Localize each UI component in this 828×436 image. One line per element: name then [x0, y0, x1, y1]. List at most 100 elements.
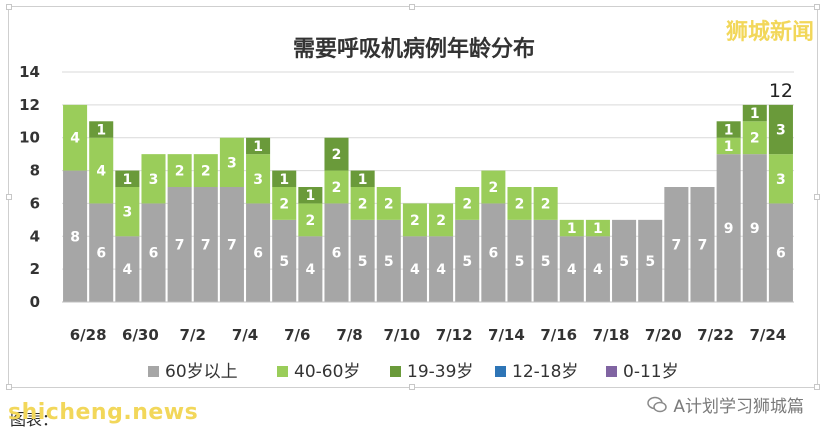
- bar-segment: [559, 236, 584, 302]
- y-tick-label: 10: [19, 129, 40, 147]
- y-tick-label: 0: [30, 293, 40, 311]
- y-tick-label: 2: [30, 260, 40, 278]
- bar-segment: [402, 203, 427, 237]
- resize-handle[interactable]: [409, 4, 415, 10]
- data-label: 7: [698, 238, 708, 254]
- bar-segment: [533, 219, 558, 302]
- source-caption: 图表：: [10, 410, 59, 429]
- wechat-icon: [647, 396, 668, 412]
- data-label: 9: [750, 221, 760, 237]
- data-label: 1: [358, 172, 368, 188]
- bar-segment: [324, 137, 349, 171]
- data-label: 7: [671, 238, 681, 254]
- bar-segment: [89, 121, 114, 138]
- resize-handle[interactable]: [6, 4, 12, 10]
- bar-segment: [193, 154, 218, 187]
- data-label: 2: [305, 213, 315, 229]
- bar-segment: [167, 187, 192, 302]
- x-tick-label: 7/22: [697, 326, 734, 344]
- x-tick-label: 7/24: [749, 326, 786, 344]
- data-label: 5: [384, 254, 394, 270]
- bar-segment: [115, 187, 140, 237]
- bar-segment: [638, 219, 663, 302]
- data-label: 6: [332, 246, 342, 262]
- legend-swatch: [148, 366, 159, 377]
- bar-segment: [716, 121, 741, 138]
- data-label: 1: [305, 188, 315, 204]
- bar-segment: [272, 187, 297, 220]
- brand-watermark: shicheng.news: [8, 400, 199, 425]
- legend-label: 0-11岁: [623, 362, 679, 382]
- legend-swatch: [606, 366, 617, 377]
- bar-segment: [507, 187, 532, 220]
- bar-segment: [219, 187, 244, 302]
- legend-label: 19-39岁: [407, 362, 473, 382]
- data-label: 3: [776, 172, 786, 188]
- data-label: 4: [96, 164, 106, 180]
- bar-segment: [246, 154, 271, 204]
- bar-segment: [298, 187, 323, 204]
- bar-segment: [376, 187, 401, 220]
- data-label: 2: [515, 196, 525, 212]
- wechat-attribution: A计划学习狮城篇: [647, 392, 804, 417]
- bar-segment: [481, 203, 506, 302]
- bar-segment: [193, 187, 218, 302]
- data-label: 4: [70, 131, 80, 147]
- data-label: 2: [384, 196, 394, 212]
- data-label: 1: [279, 172, 289, 188]
- bar-segment: [63, 104, 88, 171]
- data-label: 1: [724, 139, 734, 155]
- x-tick-label: 7/8: [336, 326, 362, 344]
- data-label: 2: [488, 180, 498, 196]
- y-tick-label: 4: [30, 227, 40, 245]
- data-label: 2: [201, 164, 211, 180]
- y-tick-label: 12: [19, 96, 40, 114]
- bar-segment: [664, 187, 689, 302]
- y-tick-label: 8: [30, 162, 40, 180]
- data-label: 3: [776, 123, 786, 139]
- x-tick-label: 7/18: [593, 326, 630, 344]
- data-label: 4: [593, 262, 603, 278]
- resize-handle[interactable]: [409, 384, 415, 390]
- resize-handle[interactable]: [814, 4, 820, 10]
- bar-segment: [612, 219, 637, 302]
- data-label: 3: [149, 172, 159, 188]
- resize-handle[interactable]: [6, 194, 12, 200]
- data-label: 3: [227, 155, 237, 171]
- bar-segment: [246, 137, 271, 155]
- bar-segment: [376, 219, 401, 302]
- bar-segment: [455, 219, 480, 302]
- bar-segment: [402, 236, 427, 302]
- data-label: 4: [122, 262, 132, 278]
- resize-handle[interactable]: [6, 384, 12, 390]
- data-label: 1: [593, 221, 603, 237]
- resize-handle[interactable]: [814, 384, 820, 390]
- legend-swatch: [390, 366, 401, 377]
- data-label: 9: [724, 221, 734, 237]
- data-label: 5: [358, 254, 368, 270]
- data-label: 4: [410, 262, 420, 278]
- bar-segment: [141, 203, 166, 302]
- data-label: 7: [227, 238, 237, 254]
- y-tick-label: 6: [30, 194, 40, 212]
- bar-segment: [768, 203, 793, 302]
- bar-segment: [585, 236, 610, 302]
- resize-handle[interactable]: [814, 194, 820, 200]
- data-label: 2: [436, 213, 446, 229]
- bar-segment: [167, 154, 192, 187]
- bar-segment: [115, 170, 140, 187]
- legend-label: 40-60岁: [294, 362, 360, 382]
- watermark-logo: 狮城新闻: [725, 20, 814, 45]
- data-label: 4: [436, 262, 446, 278]
- data-label: 3: [253, 172, 263, 188]
- data-label: 6: [149, 246, 159, 262]
- data-label: 1: [750, 106, 760, 122]
- data-label: 6: [488, 246, 498, 262]
- data-label: 4: [305, 262, 315, 278]
- bar-segment: [690, 187, 715, 302]
- bar-segment: [429, 203, 454, 237]
- data-label: 6: [776, 246, 786, 262]
- x-tick-label: 7/4: [232, 326, 258, 344]
- bar-segment: [742, 121, 767, 155]
- bar-segment: [272, 219, 297, 302]
